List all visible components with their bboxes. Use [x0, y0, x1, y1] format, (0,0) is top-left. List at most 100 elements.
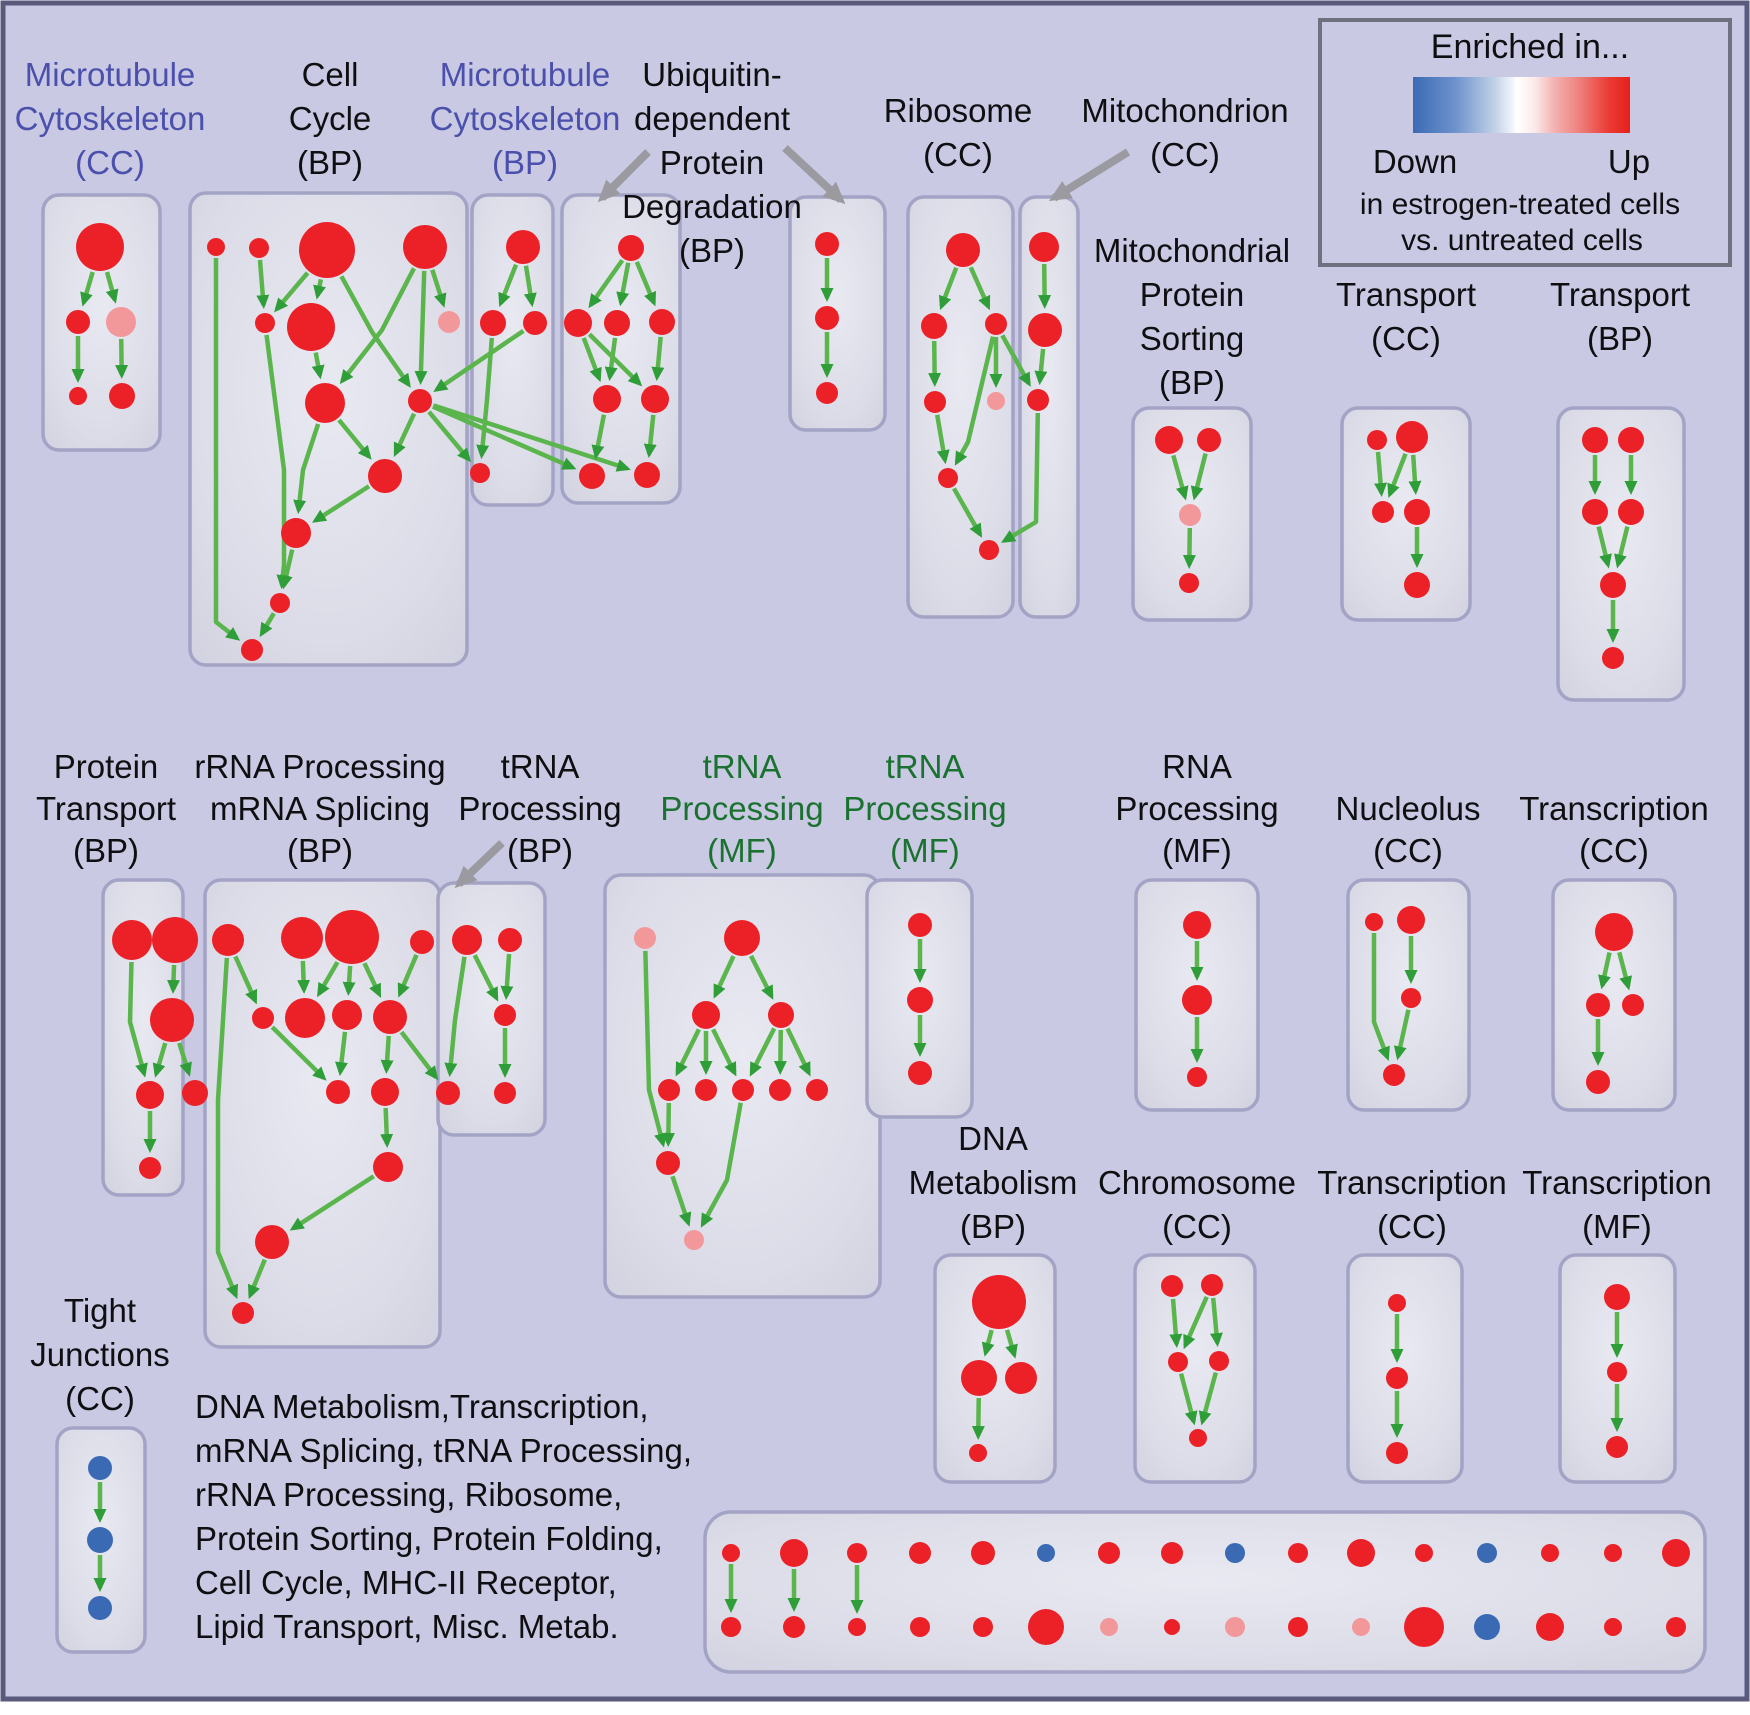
cluster-box-chrm — [1133, 1253, 1257, 1484]
edge-rrna.m3-to-rrna.l1 — [335, 1031, 348, 1077]
node-mito.c — [1027, 389, 1049, 411]
edge-dnam.big-to-dnam.r2 — [1004, 1329, 1018, 1359]
edge-chrm.tr-to-chrm.ml — [1183, 1295, 1209, 1350]
cluster-label-tmf2-line2: Processing — [843, 790, 1006, 827]
cluster-box-trcc1 — [1551, 878, 1677, 1112]
node-trcc1.ml — [1586, 993, 1610, 1017]
shared-terms-label-line2: mRNA Splicing, tRNA Processing, — [195, 1432, 692, 1469]
legend-gradient-bar — [1413, 77, 1630, 133]
edge-pt.b-to-pt.c — [167, 964, 180, 995]
cluster-label-rrna-line3: (BP) — [287, 832, 353, 869]
cluster-label-nucl-line2: (CC) — [1373, 832, 1443, 869]
edge-nuct.s-to-nuct.ml — [1374, 451, 1388, 498]
node-rnat.b — [1618, 427, 1644, 453]
edge-rrna.t1-to-rrna.m1 — [233, 955, 258, 1005]
cluster-label-tj-line2: Junctions — [30, 1336, 169, 1373]
cluster-label-trcc1-line2: (CC) — [1579, 832, 1649, 869]
callout-arrow-1 — [597, 149, 651, 203]
node-tmf1.t — [724, 920, 760, 956]
node-ribo.t — [946, 233, 980, 267]
node-trcc2.a — [1388, 1294, 1406, 1312]
node-ub1.r1 — [564, 309, 592, 337]
cluster-label-trcc2-line1: Transcription — [1317, 1164, 1507, 1201]
edge-pt.a-to-pt.d — [127, 961, 148, 1078]
edge-chrm.mr-to-chrm.b — [1198, 1371, 1219, 1426]
node-mtbp.d4 — [470, 463, 490, 483]
cluster-label-mito-line2: (CC) — [1150, 136, 1220, 173]
node-ub1.r3 — [649, 309, 675, 335]
cluster-label-mtbp-line3: (BP) — [492, 144, 558, 181]
edge-mtbp.a-to-mtbp.b — [498, 263, 519, 308]
node-matrix-bottom-4 — [910, 1617, 930, 1637]
cluster-label-chrm-line1: Chromosome — [1098, 1164, 1296, 1201]
edge-cc.t4-to-cc.hub — [414, 270, 428, 386]
cluster-label-rrna-line2: mRNA Splicing — [210, 790, 430, 827]
shared-terms-label-line3: rRNA Processing, Ribosome, — [195, 1476, 622, 1513]
node-cc.m2 — [287, 303, 335, 351]
edge-pt.c-to-pt.d — [152, 1042, 168, 1078]
node-pt.f — [139, 1157, 161, 1179]
edge-tmf1.m2-to-tmf1.b3 — [749, 1027, 777, 1077]
node-mtbp.b — [480, 310, 506, 336]
node-cc.g — [241, 639, 263, 661]
edge-rrna.m1-to-rrna.l1 — [270, 1025, 327, 1081]
cluster-label-rnat-line2: Transport — [1550, 276, 1690, 313]
node-ub2.a — [815, 232, 839, 256]
node-ribo.k — [938, 468, 958, 488]
cluster-label-mtcc-line1: Microtubule — [25, 56, 196, 93]
cluster-label-tmf1-line3: (MF) — [707, 832, 777, 869]
node-chrm.b — [1189, 1429, 1207, 1447]
node-dnam.l — [961, 1360, 997, 1396]
node-rrna.q — [373, 1152, 403, 1182]
cluster-label-ribo-line2: (CC) — [923, 136, 993, 173]
node-mtcc.a — [76, 223, 124, 271]
node-dnam.b — [969, 1444, 987, 1462]
edge-ribo.l1-to-ribo.k — [934, 414, 950, 465]
layer-nodes — [66, 222, 1690, 1647]
cluster-label-dnam-line2: Metabolism — [909, 1164, 1078, 1201]
node-mtcc.d — [69, 387, 87, 405]
cluster-box-dnam — [933, 1253, 1057, 1484]
node-trmf.a — [1604, 1284, 1630, 1310]
cluster-label-mps-line2: Protein — [1140, 276, 1245, 313]
edge-tmf1.m1-to-tmf1.b1 — [675, 1028, 701, 1077]
edge-rrna.t4-to-rrna.m4 — [397, 953, 419, 998]
cluster-label-cc-line2: Cycle — [289, 100, 372, 137]
cluster-label-trcc1-line1: Transcription — [1519, 790, 1709, 827]
legend-up-label: Up — [1608, 143, 1650, 180]
edge-cc.f-to-cc.g — [259, 612, 276, 638]
cluster-label-trcc2-line2: (CC) — [1377, 1208, 1447, 1245]
cluster-box-mtcc — [41, 193, 162, 452]
node-trcc1.big — [1595, 913, 1633, 951]
edge-rnabp.b-to-rnabp.c — [500, 953, 514, 1001]
edge-tmf1.p-to-tmf1.k — [643, 950, 667, 1148]
node-cc.d — [368, 459, 402, 493]
cluster-label-rpmf-line3: (MF) — [1162, 832, 1232, 869]
node-matrix-bottom-16 — [1666, 1617, 1686, 1637]
cluster-label-rpmf-line2: Processing — [1115, 790, 1278, 827]
node-nucl.b — [1383, 1064, 1405, 1086]
edge-mtbp.c2-to-cc.hub — [433, 328, 525, 393]
node-matrix-top-2 — [780, 1539, 808, 1567]
legend-down-label: Down — [1373, 143, 1457, 180]
cluster-label-nuct-line2: Transport — [1336, 276, 1476, 313]
node-trmf.c — [1606, 1436, 1628, 1458]
edge-rrna.q-to-rrna.r — [289, 1174, 375, 1231]
cluster-label-rnat-line3: (BP) — [1587, 320, 1653, 357]
node-matrix-bottom-5 — [973, 1617, 993, 1637]
node-cc.hub — [408, 389, 432, 413]
node-chrm.mr — [1209, 1351, 1229, 1371]
edge-rrna.t3-to-rrna.m2 — [317, 960, 340, 998]
node-ribo.m2 — [985, 313, 1007, 335]
node-tmf1.b4 — [769, 1079, 791, 1101]
callout-arrow-3 — [1048, 148, 1131, 202]
cluster-label-mps-line4: (BP) — [1159, 364, 1225, 401]
node-mito.a — [1029, 232, 1059, 262]
edge-cc.hub-to-ub1.b1 — [431, 404, 577, 470]
edge-rnat.c-to-rnat.e — [1596, 526, 1612, 569]
edge-trcc1.big-to-trcc1.ml — [1598, 952, 1612, 990]
node-nucl.s — [1365, 913, 1383, 931]
node-matrix-top-14 — [1541, 1544, 1559, 1562]
node-cc.t1 — [207, 238, 225, 256]
edge-rnabp.a-to-rnabp.d — [444, 956, 467, 1078]
